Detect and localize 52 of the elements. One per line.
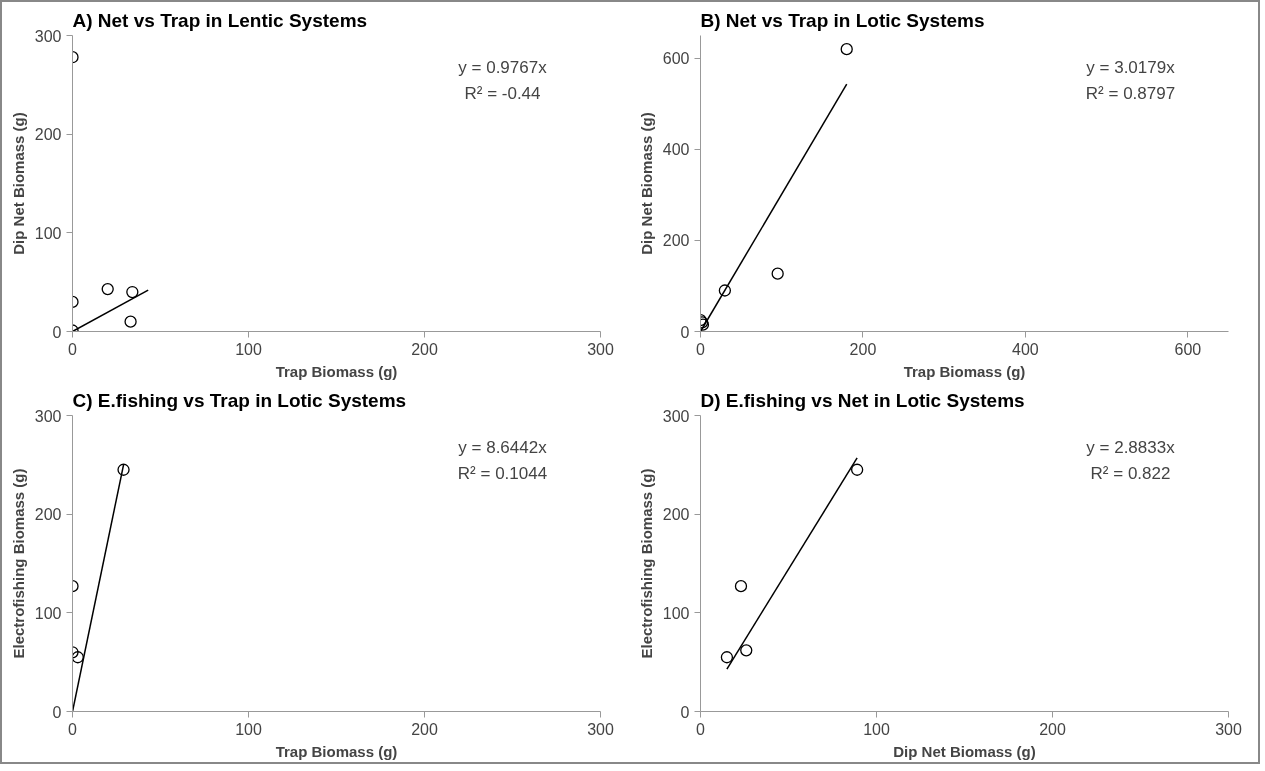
chart-title: C) E.fishing vs Trap in Lotic Systems [72, 389, 407, 411]
x-tick-label: 300 [587, 340, 614, 358]
x-tick-label: 0 [68, 340, 78, 358]
annotation: R² = -0.44 [464, 83, 541, 103]
x-tick-label: 0 [696, 340, 706, 358]
y-tick-label: 100 [662, 604, 690, 622]
x-tick-label: 100 [863, 720, 890, 738]
chart-title: A) Net vs Trap in Lentic Systems [72, 9, 368, 31]
x-tick-label: 100 [235, 720, 262, 738]
chart-title: D) E.fishing vs Net in Lotic Systems [700, 389, 1025, 411]
y-tick-label: 200 [662, 506, 690, 524]
y-tick-label: 300 [34, 27, 62, 45]
annotation: y = 0.9767x [458, 57, 548, 77]
x-tick-label: 0 [68, 720, 78, 738]
y-tick-label: 200 [34, 126, 62, 144]
annotation: R² = 0.1044 [457, 463, 548, 483]
x-tick-label: 100 [235, 340, 262, 358]
y-tick-label: 0 [680, 323, 690, 341]
y-axis-title: Electrofishing Biomass (g) [637, 468, 655, 659]
x-axis-title: Trap Biomass (g) [903, 362, 1026, 380]
x-tick-label: 400 [1012, 340, 1039, 358]
y-tick-label: 200 [662, 232, 690, 250]
chart-title: B) Net vs Trap in Lotic Systems [700, 9, 985, 31]
x-tick-label: 300 [1215, 720, 1242, 738]
y-tick-label: 400 [662, 141, 690, 159]
x-tick-label: 200 [1039, 720, 1066, 738]
x-tick-label: 200 [411, 720, 438, 738]
x-tick-label: 300 [587, 720, 614, 738]
annotation: R² = 0.822 [1090, 463, 1171, 483]
y-axis-title: Dip Net Biomass (g) [9, 112, 27, 255]
y-tick-label: 0 [52, 703, 62, 721]
x-tick-label: 600 [1174, 340, 1202, 358]
x-axis-title: Dip Net Biomass (g) [893, 742, 1036, 760]
y-tick-label: 100 [34, 224, 62, 242]
y-tick-label: 200 [34, 506, 62, 524]
y-tick-label: 300 [662, 407, 690, 425]
x-tick-label: 200 [849, 340, 877, 358]
x-axis-title: Trap Biomass (g) [275, 742, 398, 760]
x-tick-label: 200 [411, 340, 438, 358]
y-axis-title: Dip Net Biomass (g) [637, 112, 655, 255]
y-tick-label: 0 [52, 323, 62, 341]
annotation: y = 2.8833x [1086, 437, 1176, 457]
y-tick-label: 0 [680, 703, 690, 721]
y-axis-title: Electrofishing Biomass (g) [9, 468, 27, 659]
annotation: R² = 0.8797 [1085, 83, 1176, 103]
annotation: y = 8.6442x [458, 437, 548, 457]
x-axis-title: Trap Biomass (g) [275, 362, 398, 380]
annotation: y = 3.0179x [1086, 57, 1176, 77]
y-tick-label: 300 [34, 407, 62, 425]
x-tick-label: 0 [696, 720, 706, 738]
y-tick-label: 100 [34, 604, 62, 622]
y-tick-label: 600 [662, 50, 690, 68]
